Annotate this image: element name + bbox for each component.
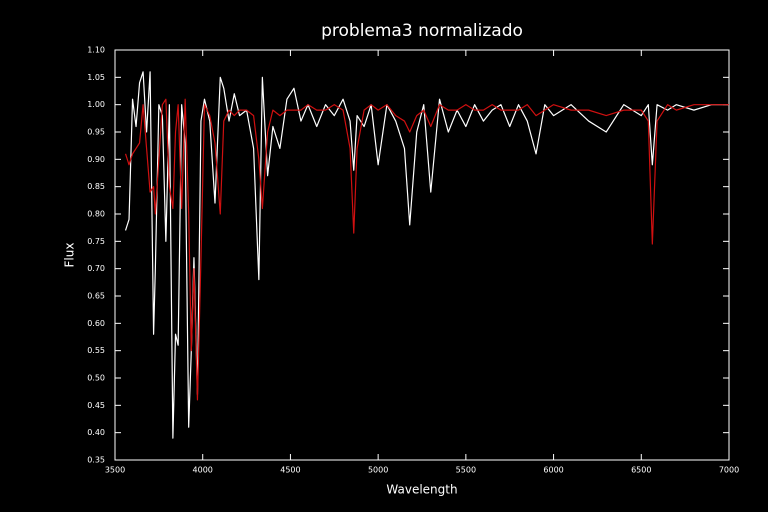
y-tick-label: 0.90 bbox=[87, 155, 105, 164]
y-tick-label: 0.85 bbox=[87, 182, 105, 191]
y-tick-label: 0.80 bbox=[87, 210, 105, 219]
y-tick-label: 0.55 bbox=[87, 346, 105, 355]
y-tick-label: 0.40 bbox=[87, 428, 105, 437]
x-tick-label: 5500 bbox=[456, 466, 476, 475]
y-tick-label: 0.45 bbox=[87, 401, 105, 410]
y-tick-label: 0.70 bbox=[87, 264, 105, 273]
x-tick-label: 3500 bbox=[105, 466, 125, 475]
x-tick-label: 6000 bbox=[543, 466, 563, 475]
spectrum-line bbox=[124, 71, 729, 439]
y-tick-label: 0.95 bbox=[87, 128, 105, 137]
y-tick-label: 1.05 bbox=[87, 73, 105, 82]
x-tick-label: 5000 bbox=[368, 466, 388, 475]
y-tick-label: 0.50 bbox=[87, 374, 105, 383]
y-axis-label: Flux bbox=[63, 243, 77, 268]
x-tick-label: 7000 bbox=[719, 466, 739, 475]
x-axis-label: Wavelength bbox=[386, 483, 457, 497]
x-tick-label: 4500 bbox=[280, 466, 300, 475]
y-tick-label: 0.65 bbox=[87, 292, 105, 301]
y-tick-label: 0.75 bbox=[87, 237, 105, 246]
y-tick-label: 0.60 bbox=[87, 319, 105, 328]
y-tick-label: 1.10 bbox=[87, 46, 105, 55]
plot-frame bbox=[114, 49, 730, 461]
y-tick-label: 1.00 bbox=[87, 100, 105, 109]
chart-title: problema3 normalizado bbox=[321, 21, 523, 41]
x-tick-label: 6500 bbox=[631, 466, 651, 475]
spectrum-line bbox=[124, 98, 729, 401]
x-tick-label: 4000 bbox=[193, 466, 213, 475]
y-tick-label: 0.35 bbox=[87, 456, 105, 465]
